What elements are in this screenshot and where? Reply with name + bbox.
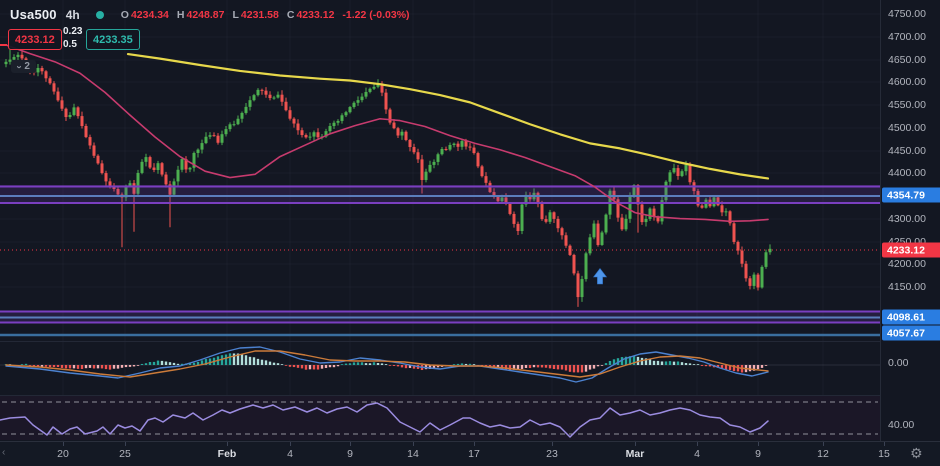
symbol-legend[interactable]: Usa500 4h O 4234.34 H 4248.87 L 4231.58 …: [10, 7, 410, 22]
support-resistance-bands[interactable]: [0, 185, 880, 337]
high-label: H: [176, 8, 185, 21]
close-label: C: [286, 8, 295, 21]
low-value: 4231.58: [240, 8, 279, 21]
price-axis-tick: 4500.00: [888, 122, 926, 134]
open-value: 4234.34: [130, 8, 169, 21]
time-axis-label: 17: [468, 448, 480, 460]
time-axis-label: 12: [817, 448, 829, 460]
time-axis[interactable]: ‹ ⚙ 20 25 Feb 4 9 14 17 23 Mar 4 9 12 15: [0, 441, 940, 466]
price-axis-tick: 4450.00: [888, 145, 926, 157]
time-axis-label: 20: [57, 448, 69, 460]
time-axis-tick: [758, 442, 759, 446]
time-axis-tick: [823, 442, 824, 446]
candles-layer[interactable]: [4, 49, 772, 307]
arrow-up-marker[interactable]: [592, 268, 608, 285]
timeframe[interactable]: 4h: [65, 7, 80, 22]
spread-values: 0.23 0.5: [63, 25, 82, 51]
price-axis-tick: 4550.00: [888, 99, 926, 111]
price-axis-tick: 4200.00: [888, 258, 926, 270]
bid-price-tick: [0, 44, 7, 46]
hidden-indicators-count: 2: [24, 61, 30, 72]
level-price-axis-label: 4057.67: [882, 325, 940, 341]
ask-price-label: 4233.35: [86, 29, 140, 50]
pane-dividers[interactable]: [0, 341, 880, 396]
time-axis-tick: [552, 442, 553, 446]
spread-bottom: 0.5: [63, 39, 77, 50]
time-axis-tick: [227, 442, 228, 446]
time-axis-tick: [474, 442, 475, 446]
price-axis-tick: 4650.00: [888, 54, 926, 66]
time-axis-label: 9: [347, 448, 353, 460]
axis-settings-gear-icon[interactable]: ⚙: [910, 445, 923, 461]
time-axis-label: 15: [878, 448, 890, 460]
oscillator-indicator-pane[interactable]: [0, 396, 880, 440]
time-axis-label: 4: [694, 448, 700, 460]
hidden-indicators-chip[interactable]: › 2: [11, 60, 36, 73]
moving-averages: [5, 44, 770, 223]
time-axis-tick: [413, 442, 414, 446]
time-axis-label: Mar: [625, 448, 645, 460]
collapse-scale-icon[interactable]: ‹: [2, 447, 6, 458]
time-axis-tick: [125, 442, 126, 446]
level-price-axis-label: 4354.79: [882, 187, 940, 203]
price-axis-tick: 4750.00: [888, 8, 926, 20]
open-label: O: [120, 8, 129, 21]
price-axis-tick: 40.00: [888, 419, 915, 431]
time-axis-tick: [350, 442, 351, 446]
level-price-axis-label: 4098.61: [882, 309, 940, 325]
time-axis-tick: [63, 442, 64, 446]
macd-indicator-pane[interactable]: [0, 346, 880, 383]
time-axis-label: 4: [287, 448, 293, 460]
time-axis-label: 9: [755, 448, 761, 460]
time-axis-tick: [697, 442, 698, 446]
time-axis-tick: [635, 442, 636, 446]
time-axis-label: 25: [119, 448, 131, 460]
close-value: 4233.12: [296, 8, 335, 21]
market-status-dot: [95, 10, 104, 19]
time-axis-label: 23: [546, 448, 558, 460]
time-axis-label: Feb: [217, 448, 237, 460]
spread-top: 0.23: [63, 26, 83, 37]
price-axis-tick: 4300.00: [888, 213, 926, 225]
price-axis-tick: 4400.00: [888, 167, 926, 179]
price-axis-tick: 4700.00: [888, 31, 926, 43]
change-value: -1.22 (-0.03%): [342, 8, 410, 21]
time-axis-tick: [290, 442, 291, 446]
price-axis[interactable]: 4750.00 4700.00 4650.00 4600.00 4550.00 4500.…: [880, 0, 940, 441]
time-axis-label: 14: [407, 448, 419, 460]
chevron-down-icon: ›: [13, 64, 25, 69]
ohlc-readout: O 4234.34 H 4248.87 L 4231.58 C 4233.12 …: [121, 9, 410, 21]
time-axis-tick: [884, 442, 885, 446]
last-price-axis-label: 4233.12: [882, 242, 940, 258]
high-value: 4248.87: [186, 8, 225, 21]
price-axis-tick: 4600.00: [888, 76, 926, 88]
low-label: L: [232, 8, 239, 21]
bid-price-label: 4233.12: [8, 29, 62, 50]
price-axis-tick: 0.00: [888, 357, 909, 369]
symbol-name[interactable]: Usa500: [10, 7, 57, 22]
price-axis-tick: 4150.00: [888, 281, 926, 293]
